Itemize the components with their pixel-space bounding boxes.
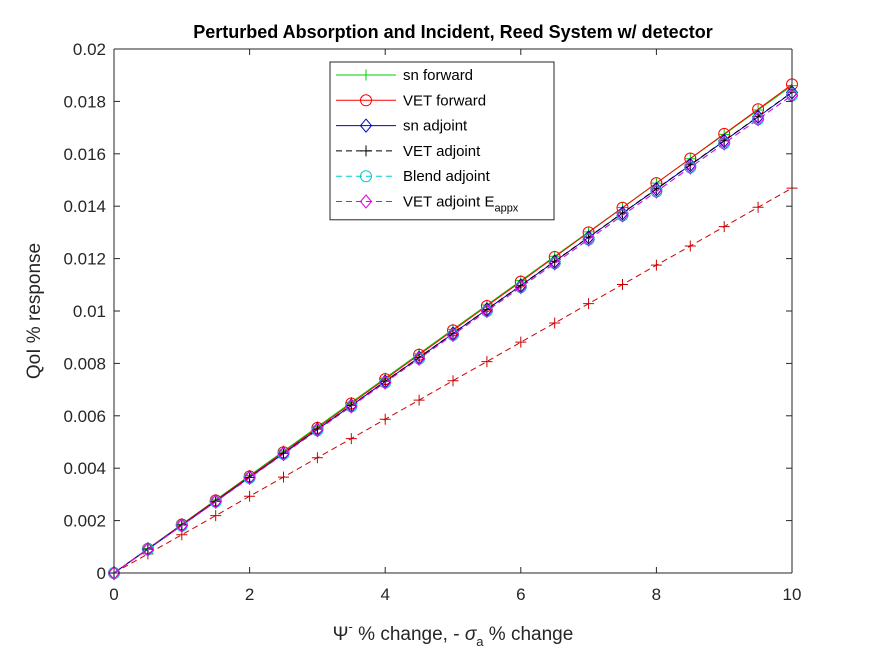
data-point: [311, 423, 323, 435]
legend-marker: [360, 145, 372, 157]
data-point: [311, 422, 324, 438]
x-axis-label-superscript: -: [349, 619, 353, 634]
legend-label: Blend adjoint: [403, 168, 491, 185]
legend-entry: sn adjoint: [336, 118, 468, 135]
data-point: [616, 208, 629, 223]
data-point: [209, 494, 222, 510]
legend-entry: VET forward: [336, 92, 486, 109]
data-point: [243, 470, 256, 486]
x-tick-label: 10: [783, 585, 802, 604]
data-point: [210, 510, 222, 522]
data-point: [244, 490, 256, 502]
y-tick-label: 0.016: [63, 145, 106, 164]
data-point: [311, 452, 323, 464]
data-point: [650, 184, 663, 199]
data-point: [548, 256, 561, 271]
legend-marker: [359, 194, 373, 209]
ticks: 0 2 4 6 8 10 0 0.002 0.004 0.006 0.008 0.01 0.012 0.0…: [63, 40, 801, 604]
data-point: [515, 336, 527, 348]
legend-marker: [359, 118, 373, 133]
legend-label: sn adjoint: [403, 118, 468, 135]
data-point: [107, 565, 121, 581]
data-point: [718, 136, 731, 151]
legend-marker: [360, 170, 372, 183]
data-point: [345, 433, 357, 445]
legend-entry: Blend adjoint: [336, 168, 491, 185]
data-point: [480, 303, 494, 319]
x-tick-label: 2: [245, 585, 254, 604]
legend-label: VET adjoint Eappx: [403, 194, 519, 215]
data-point: [582, 232, 595, 247]
y-tick-label: 0.004: [63, 459, 106, 478]
legend-box: [329, 61, 555, 221]
data-point: [514, 279, 527, 295]
legend-label: sn forward: [403, 67, 473, 84]
x-tick-label: 4: [380, 585, 389, 604]
data-point: [751, 111, 765, 127]
data-point: [345, 399, 358, 414]
x-tick-label: 8: [652, 585, 661, 604]
y-tick-label: 0.008: [63, 354, 106, 373]
series-5: [107, 88, 799, 581]
x-tick-label: 6: [516, 585, 525, 604]
x-axis-label-sigma: σ: [465, 624, 478, 645]
data-point: [379, 375, 392, 390]
x-axis-label: Ψ- % change, - σa % change: [333, 619, 574, 649]
series-line: [113, 94, 793, 574]
x-axis-label-middle: % change, -: [353, 624, 465, 645]
legend: sn forward VET forward sn adjoint VET adjoi…: [329, 61, 555, 221]
legend-label: VET forward: [403, 92, 486, 109]
plot-marks: [107, 78, 799, 581]
data-point: [412, 351, 426, 366]
x-axis-label-tail: % change: [484, 624, 574, 645]
data-point: [413, 394, 425, 406]
y-tick-label: 0.006: [63, 407, 106, 426]
data-point: [549, 317, 561, 329]
data-point: [141, 542, 155, 557]
data-point: [379, 413, 391, 425]
y-axis-label: QoI % response: [24, 243, 45, 379]
chart-title: Perturbed Absorption and Incident, Reed …: [193, 22, 712, 42]
data-point: [481, 356, 493, 368]
data-point: [447, 375, 459, 387]
legend-entry: VET adjoint Eappx: [336, 194, 519, 215]
data-point: [446, 327, 460, 343]
x-axis-label-subscript: a: [476, 634, 484, 649]
data-point: [379, 375, 391, 387]
data-point: [684, 240, 696, 252]
data-point: [278, 447, 289, 459]
legend-entry: VET adjoint: [336, 143, 481, 160]
y-tick-label: 0.018: [63, 92, 106, 111]
data-point: [345, 399, 357, 411]
y-tick-label: 0.012: [63, 250, 106, 269]
x-tick-label: 0: [109, 585, 118, 604]
legend-label: VET adjoint: [403, 143, 481, 160]
data-point: [277, 446, 290, 462]
data-point: [752, 201, 764, 213]
data-point: [278, 471, 289, 483]
data-point: [650, 259, 662, 271]
data-point: [684, 160, 697, 175]
data-point: [583, 298, 595, 310]
y-tick-label: 0.01: [73, 302, 106, 321]
legend-entry: sn forward: [336, 67, 473, 84]
legend-marker: [360, 94, 372, 107]
data-point: [175, 518, 188, 533]
y-tick-label: 0: [97, 564, 106, 583]
data-point: [718, 221, 730, 233]
data-point: [413, 351, 425, 363]
data-point: [617, 279, 628, 291]
legend-marker: [360, 69, 372, 81]
x-axis-label-psi: Ψ: [333, 624, 349, 645]
y-tick-label: 0.02: [73, 40, 106, 59]
y-tick-label: 0.002: [63, 512, 106, 531]
y-tick-label: 0.014: [63, 197, 106, 216]
